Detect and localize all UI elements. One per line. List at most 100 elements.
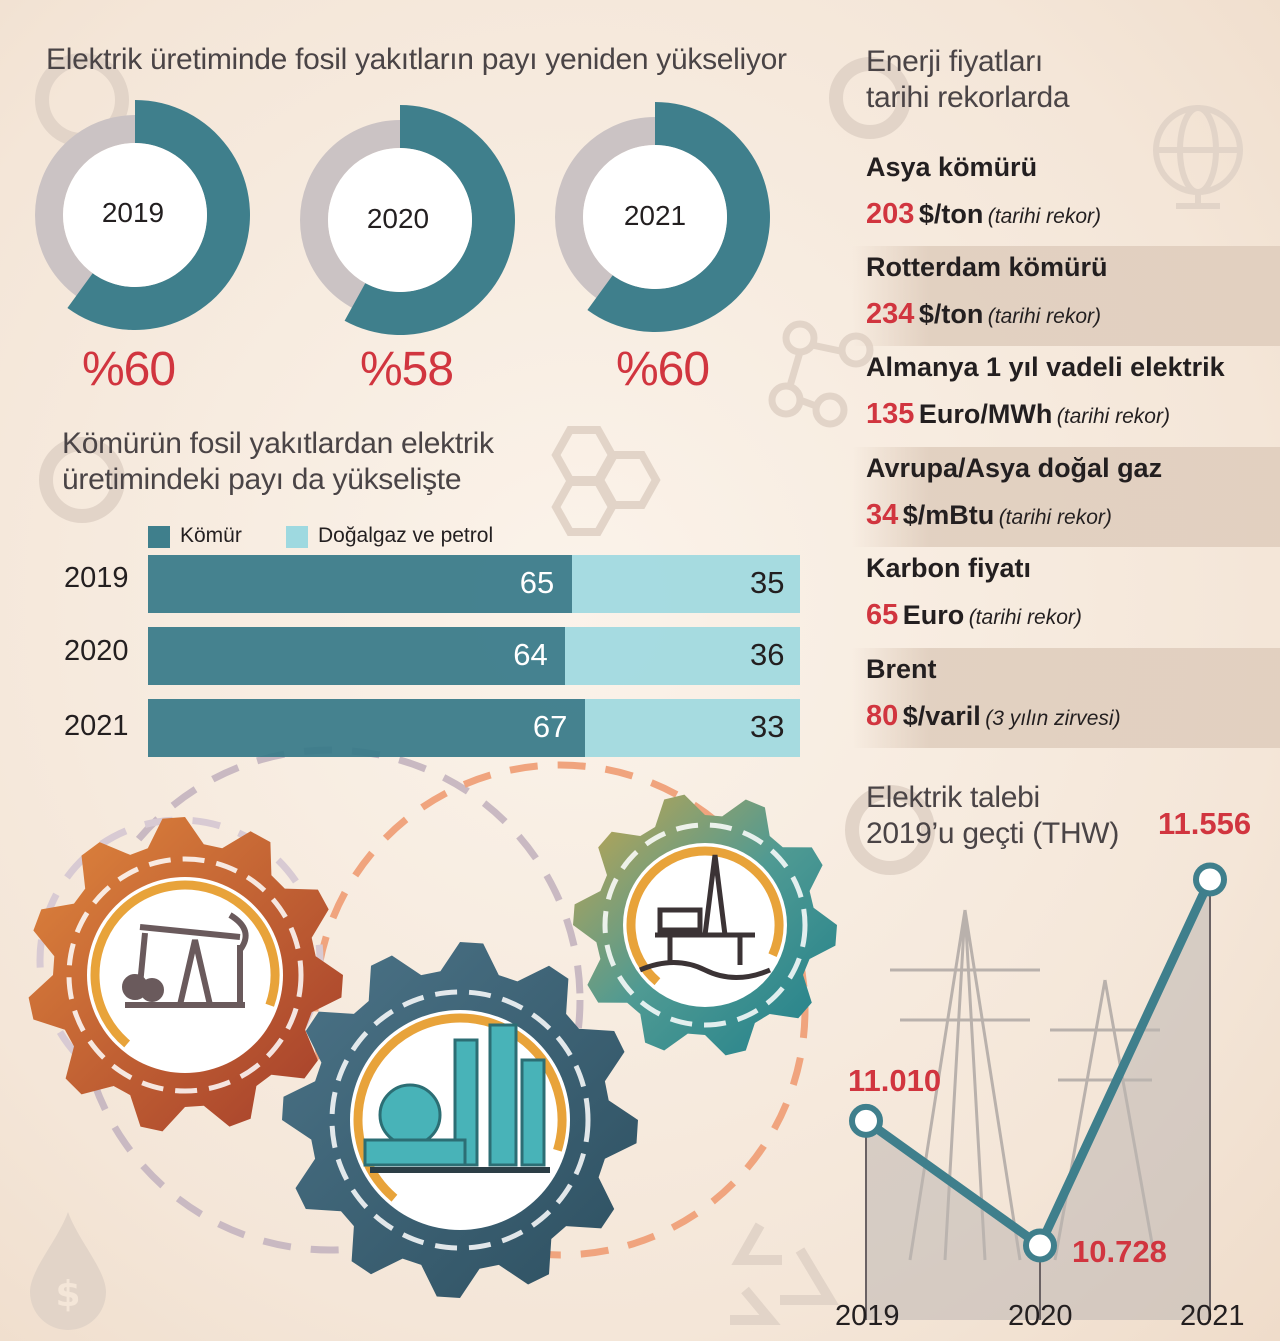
- line-value-2021: 11.556: [1158, 806, 1252, 841]
- price-value: 34: [866, 499, 899, 531]
- price-value: 80: [866, 700, 899, 732]
- donut-year-2020: 2020: [366, 203, 430, 234]
- hexagon-icon: [551, 426, 661, 536]
- price-item: Karbon fiyatı 65 Euro (tarihi rekor): [852, 547, 1280, 647]
- price-name: Karbon fiyatı: [866, 553, 1032, 583]
- line-area-fill: [866, 879, 1210, 1320]
- bar-segment-gas: [565, 627, 800, 685]
- price-item: Almanya 1 yıl vadeli elektrik 135 Euro/M…: [852, 346, 1280, 446]
- legend-swatch-gas: [286, 526, 308, 548]
- bar-chart-title-line1: Kömürün fosil yakıtlardan elektrik: [62, 427, 494, 460]
- price-note: (tarihi rekor): [1056, 405, 1170, 428]
- prices-title: Enerji fiyatları tarihi rekorlarda: [866, 44, 1070, 116]
- donut-year-2021: 2021: [623, 200, 687, 231]
- donut-value-2019: %60: [82, 343, 176, 396]
- donut-slice-fossil: [344, 105, 515, 335]
- gear-icon: [845, 785, 935, 875]
- bar-year-2019: 2019: [64, 562, 129, 594]
- demand-title-line1: Elektrik talebi: [866, 781, 1040, 814]
- line-point: [1023, 1228, 1057, 1263]
- donut-center: [583, 145, 727, 289]
- bar-value-coal: 65: [519, 565, 555, 600]
- donut-year-2019: 2019: [101, 197, 165, 228]
- gear-dashed-ring: [66, 856, 304, 1094]
- refinery-icon: [363, 1023, 550, 1173]
- dollar-drop-icon: [30, 1212, 106, 1330]
- donut-center: [328, 148, 472, 292]
- donut-charts: [35, 100, 770, 335]
- prices-title-line1: Enerji fiyatları: [866, 45, 1043, 78]
- demand-title-line2: 2019’u geçti (THW): [866, 817, 1120, 850]
- line-value-2020: 10.728: [1072, 1234, 1167, 1269]
- donut-value-2021: %60: [616, 343, 710, 396]
- prices-title-line2: tarihi rekorlarda: [866, 81, 1070, 114]
- line-year-2019: 2019: [835, 1300, 900, 1332]
- bar-value-gas: 36: [750, 637, 785, 672]
- bar-segment-coal: [148, 627, 566, 685]
- bar-row: 67 33: [148, 699, 800, 757]
- legend-label-gas: Doğalgaz ve petrol: [318, 524, 494, 547]
- gear-orange-arc: [353, 1013, 567, 1227]
- bar-value-gas: 35: [750, 565, 785, 600]
- recycle-icon: [730, 1222, 839, 1325]
- donut-slice-fossil: [67, 100, 251, 331]
- price-unit: $/ton: [918, 299, 984, 329]
- bar-year-2020: 2020: [64, 635, 129, 667]
- price-note: (tarihi rekor): [987, 205, 1101, 228]
- gear-orange-arc: [90, 880, 280, 1070]
- gears-illustration: [28, 794, 837, 1298]
- bar-value-gas: 33: [750, 709, 785, 744]
- price-item: Brent 80 $/varil (3 yılın zirvesi): [852, 648, 1280, 748]
- bar-segment-coal: [148, 555, 572, 613]
- oil-platform-icon: [639, 854, 771, 980]
- gear-icon: [39, 437, 125, 523]
- svg-text:$: $: [55, 1274, 80, 1315]
- price-name: Almanya 1 yıl vadeli elektrik: [866, 352, 1225, 382]
- price-item: Asya kömürü 203 $/ton (tarihi rekor): [852, 146, 1280, 246]
- line-point: [1193, 862, 1227, 897]
- price-value: 65: [866, 599, 899, 631]
- bar-value-coal: 67: [532, 709, 568, 744]
- bar-segment-gas: [584, 699, 800, 757]
- bar-chart-title-line2: üretimindeki payı da yükselişte: [62, 463, 462, 496]
- bar-row: 64 36: [148, 627, 800, 685]
- price-note: (3 yılın zirvesi): [985, 707, 1121, 730]
- gear-icon: [829, 57, 911, 139]
- gear-dashed-ring: [329, 989, 591, 1251]
- price-value: 203: [866, 198, 915, 230]
- donut-chart-title: Elektrik üretiminde fosil yakıtların pay…: [46, 43, 787, 76]
- price-note: (tarihi rekor): [998, 506, 1112, 529]
- bar-value-coal: 64: [513, 637, 548, 672]
- price-unit: $/varil: [902, 701, 981, 731]
- line-year-2021: 2021: [1180, 1300, 1245, 1332]
- oil-pumpjack-icon: [122, 912, 249, 1008]
- price-name: Brent: [866, 654, 937, 684]
- price-unit: Euro/MWh: [918, 399, 1053, 429]
- legend-swatch-coal: [148, 526, 170, 548]
- price-note: (tarihi rekor): [968, 606, 1082, 629]
- demand-line-chart: [849, 862, 1227, 1320]
- price-value: 135: [866, 398, 915, 430]
- bar-year-2021: 2021: [64, 710, 129, 742]
- price-unit: $/mBtu: [902, 500, 995, 530]
- line-value-2019: 11.010: [848, 1063, 942, 1098]
- donut-value-2020: %58: [360, 343, 454, 396]
- price-name: Avrupa/Asya doğal gaz: [866, 453, 1163, 483]
- price-item: Avrupa/Asya doğal gaz 34 $/mBtu (tarihi …: [852, 447, 1280, 547]
- bar-segment-gas: [571, 555, 800, 613]
- bar-row: 65 35: [148, 555, 800, 613]
- price-note: (tarihi rekor): [987, 305, 1101, 328]
- price-unit: Euro: [902, 600, 965, 630]
- line-year-2020: 2020: [1008, 1300, 1073, 1332]
- price-name: Rotterdam kömürü: [866, 252, 1108, 282]
- price-item: Rotterdam kömürü 234 $/ton (tarihi rekor…: [852, 246, 1280, 346]
- bar-segment-coal: [148, 699, 585, 757]
- price-unit: $/ton: [918, 199, 984, 229]
- donut-slice-fossil: [587, 102, 770, 332]
- line-point: [849, 1103, 883, 1138]
- legend-label-coal: Kömür: [180, 524, 242, 547]
- price-value: 234: [866, 298, 915, 330]
- demand-title: Elektrik talebi 2019’u geçti (THW): [866, 780, 1119, 852]
- price-name: Asya kömürü: [866, 152, 1038, 182]
- gear-dashed-ring: [602, 822, 808, 1028]
